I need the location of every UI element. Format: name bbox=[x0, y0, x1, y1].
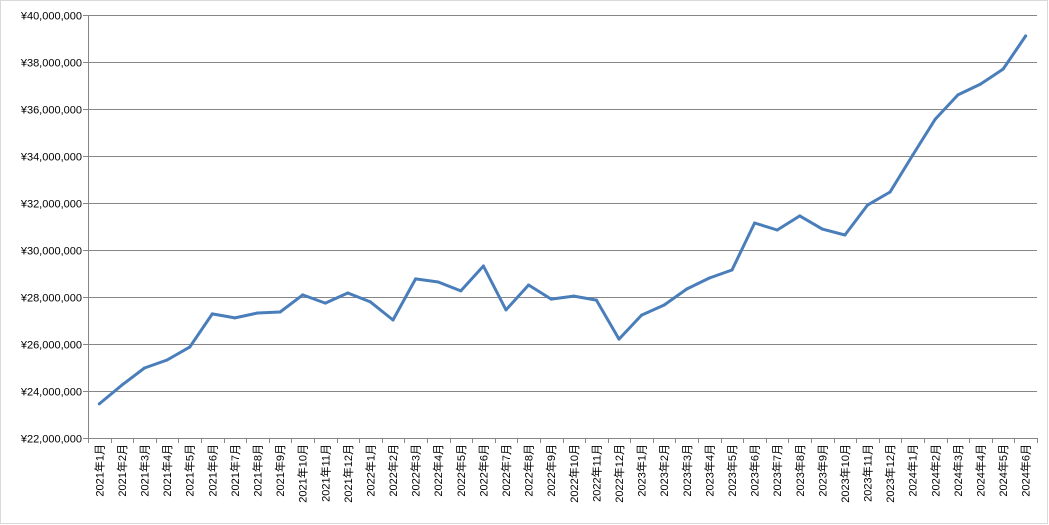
x-tick-label: 2022年9月 bbox=[544, 444, 558, 497]
x-tick-label: 2024年4月 bbox=[974, 444, 988, 497]
data-point bbox=[843, 233, 847, 237]
data-point bbox=[414, 277, 418, 281]
x-tick-label: 2021年12月 bbox=[341, 444, 355, 503]
x-tick-label: 2024年5月 bbox=[996, 444, 1010, 497]
x-tick-label: 2023年3月 bbox=[680, 444, 694, 497]
data-point bbox=[753, 221, 757, 225]
x-tick-label: 2023年1月 bbox=[635, 444, 649, 497]
data-point bbox=[1001, 67, 1005, 71]
x-tick-label: 2021年3月 bbox=[137, 444, 151, 497]
y-tick-label: ¥26,000,000 bbox=[20, 340, 82, 352]
x-tick-label: 2024年6月 bbox=[1019, 444, 1033, 497]
x-tick-label: 2022年5月 bbox=[454, 444, 468, 497]
x-tick-label: 2022年4月 bbox=[431, 444, 445, 497]
x-tick-label: 2022年1月 bbox=[363, 444, 377, 497]
y-tick-label: ¥40,000,000 bbox=[20, 11, 82, 23]
data-point bbox=[549, 297, 553, 301]
x-tick-label: 2023年4月 bbox=[702, 444, 716, 497]
data-point bbox=[911, 153, 915, 157]
x-tick-label: 2023年10月 bbox=[838, 444, 852, 503]
data-point bbox=[1024, 34, 1028, 38]
data-point bbox=[775, 228, 779, 232]
y-tick-label: ¥36,000,000 bbox=[20, 105, 82, 117]
data-point bbox=[301, 293, 305, 297]
y-tick-label: ¥34,000,000 bbox=[20, 152, 82, 164]
y-tick-label: ¥22,000,000 bbox=[20, 434, 82, 446]
data-point bbox=[662, 303, 666, 307]
y-tick-label: ¥28,000,000 bbox=[20, 293, 82, 305]
x-tick-label: 2021年2月 bbox=[115, 444, 129, 497]
series-line bbox=[98, 35, 1027, 406]
data-point bbox=[888, 190, 892, 194]
data-point bbox=[730, 268, 734, 272]
data-point bbox=[255, 311, 259, 315]
data-point bbox=[798, 214, 802, 218]
x-tick-label: 2021年7月 bbox=[228, 444, 242, 497]
x-tick-label: 2021年5月 bbox=[183, 444, 197, 497]
data-point bbox=[617, 337, 621, 341]
x-tick-label: 2022年10月 bbox=[567, 444, 581, 503]
data-point bbox=[640, 313, 644, 317]
x-tick-label: 2023年11月 bbox=[861, 444, 875, 502]
x-tick-label: 2023年8月 bbox=[793, 444, 807, 497]
x-tick-label: 2022年2月 bbox=[386, 444, 400, 497]
data-point bbox=[346, 291, 350, 295]
data-point bbox=[481, 264, 485, 268]
x-tick-label: 2022年12月 bbox=[612, 444, 626, 503]
x-tick-label: 2023年9月 bbox=[815, 444, 829, 497]
x-tick-label: 2022年6月 bbox=[476, 444, 490, 497]
data-point bbox=[820, 227, 824, 231]
x-tick-label: 2023年5月 bbox=[725, 444, 739, 497]
data-point bbox=[594, 298, 598, 302]
x-tick-label: 2023年7月 bbox=[770, 444, 784, 497]
data-point bbox=[707, 276, 711, 280]
data-point bbox=[527, 283, 531, 287]
data-point bbox=[233, 316, 237, 320]
x-tick-label: 2024年2月 bbox=[928, 444, 942, 497]
data-point bbox=[142, 366, 146, 370]
data-point bbox=[120, 383, 124, 387]
data-point bbox=[956, 93, 960, 97]
data-point bbox=[685, 287, 689, 291]
y-tick-label: ¥32,000,000 bbox=[20, 199, 82, 211]
x-tick-label: 2021年9月 bbox=[273, 444, 287, 497]
x-tick-label: 2023年12月 bbox=[883, 444, 897, 503]
x-tick-label: 2024年3月 bbox=[951, 444, 965, 497]
x-tick-label: 2022年8月 bbox=[522, 444, 536, 497]
data-point bbox=[572, 294, 576, 298]
x-tick-label: 2022年11月 bbox=[589, 444, 603, 502]
data-point bbox=[391, 318, 395, 322]
x-tick-label: 2021年11月 bbox=[318, 444, 332, 502]
data-point bbox=[459, 289, 463, 293]
y-tick-label: ¥24,000,000 bbox=[20, 387, 82, 399]
data-point bbox=[933, 117, 937, 121]
x-tick-label: 2023年6月 bbox=[748, 444, 762, 497]
x-tick-label: 2022年7月 bbox=[499, 444, 513, 497]
data-point bbox=[979, 82, 983, 86]
data-point bbox=[97, 402, 101, 406]
data-point bbox=[323, 301, 327, 305]
x-tick-label: 2022年3月 bbox=[409, 444, 423, 497]
data-point bbox=[866, 203, 870, 207]
x-tick-label: 2024年1月 bbox=[906, 444, 920, 497]
data-point bbox=[436, 280, 440, 284]
y-tick-label: ¥30,000,000 bbox=[20, 246, 82, 258]
y-tick-label: ¥38,000,000 bbox=[20, 58, 82, 70]
x-tick-label: 2021年4月 bbox=[160, 444, 174, 497]
data-point bbox=[368, 300, 372, 304]
data-point bbox=[278, 310, 282, 314]
data-point bbox=[188, 345, 192, 349]
data-point bbox=[165, 358, 169, 362]
data-point bbox=[210, 312, 214, 316]
x-tick-label: 2021年6月 bbox=[205, 444, 219, 497]
data-point bbox=[504, 308, 508, 312]
x-tick-label: 2021年10月 bbox=[296, 444, 310, 503]
x-tick-label: 2021年8月 bbox=[250, 444, 264, 497]
x-tick-label: 2023年2月 bbox=[657, 444, 671, 497]
x-tick-label: 2021年1月 bbox=[92, 444, 106, 497]
